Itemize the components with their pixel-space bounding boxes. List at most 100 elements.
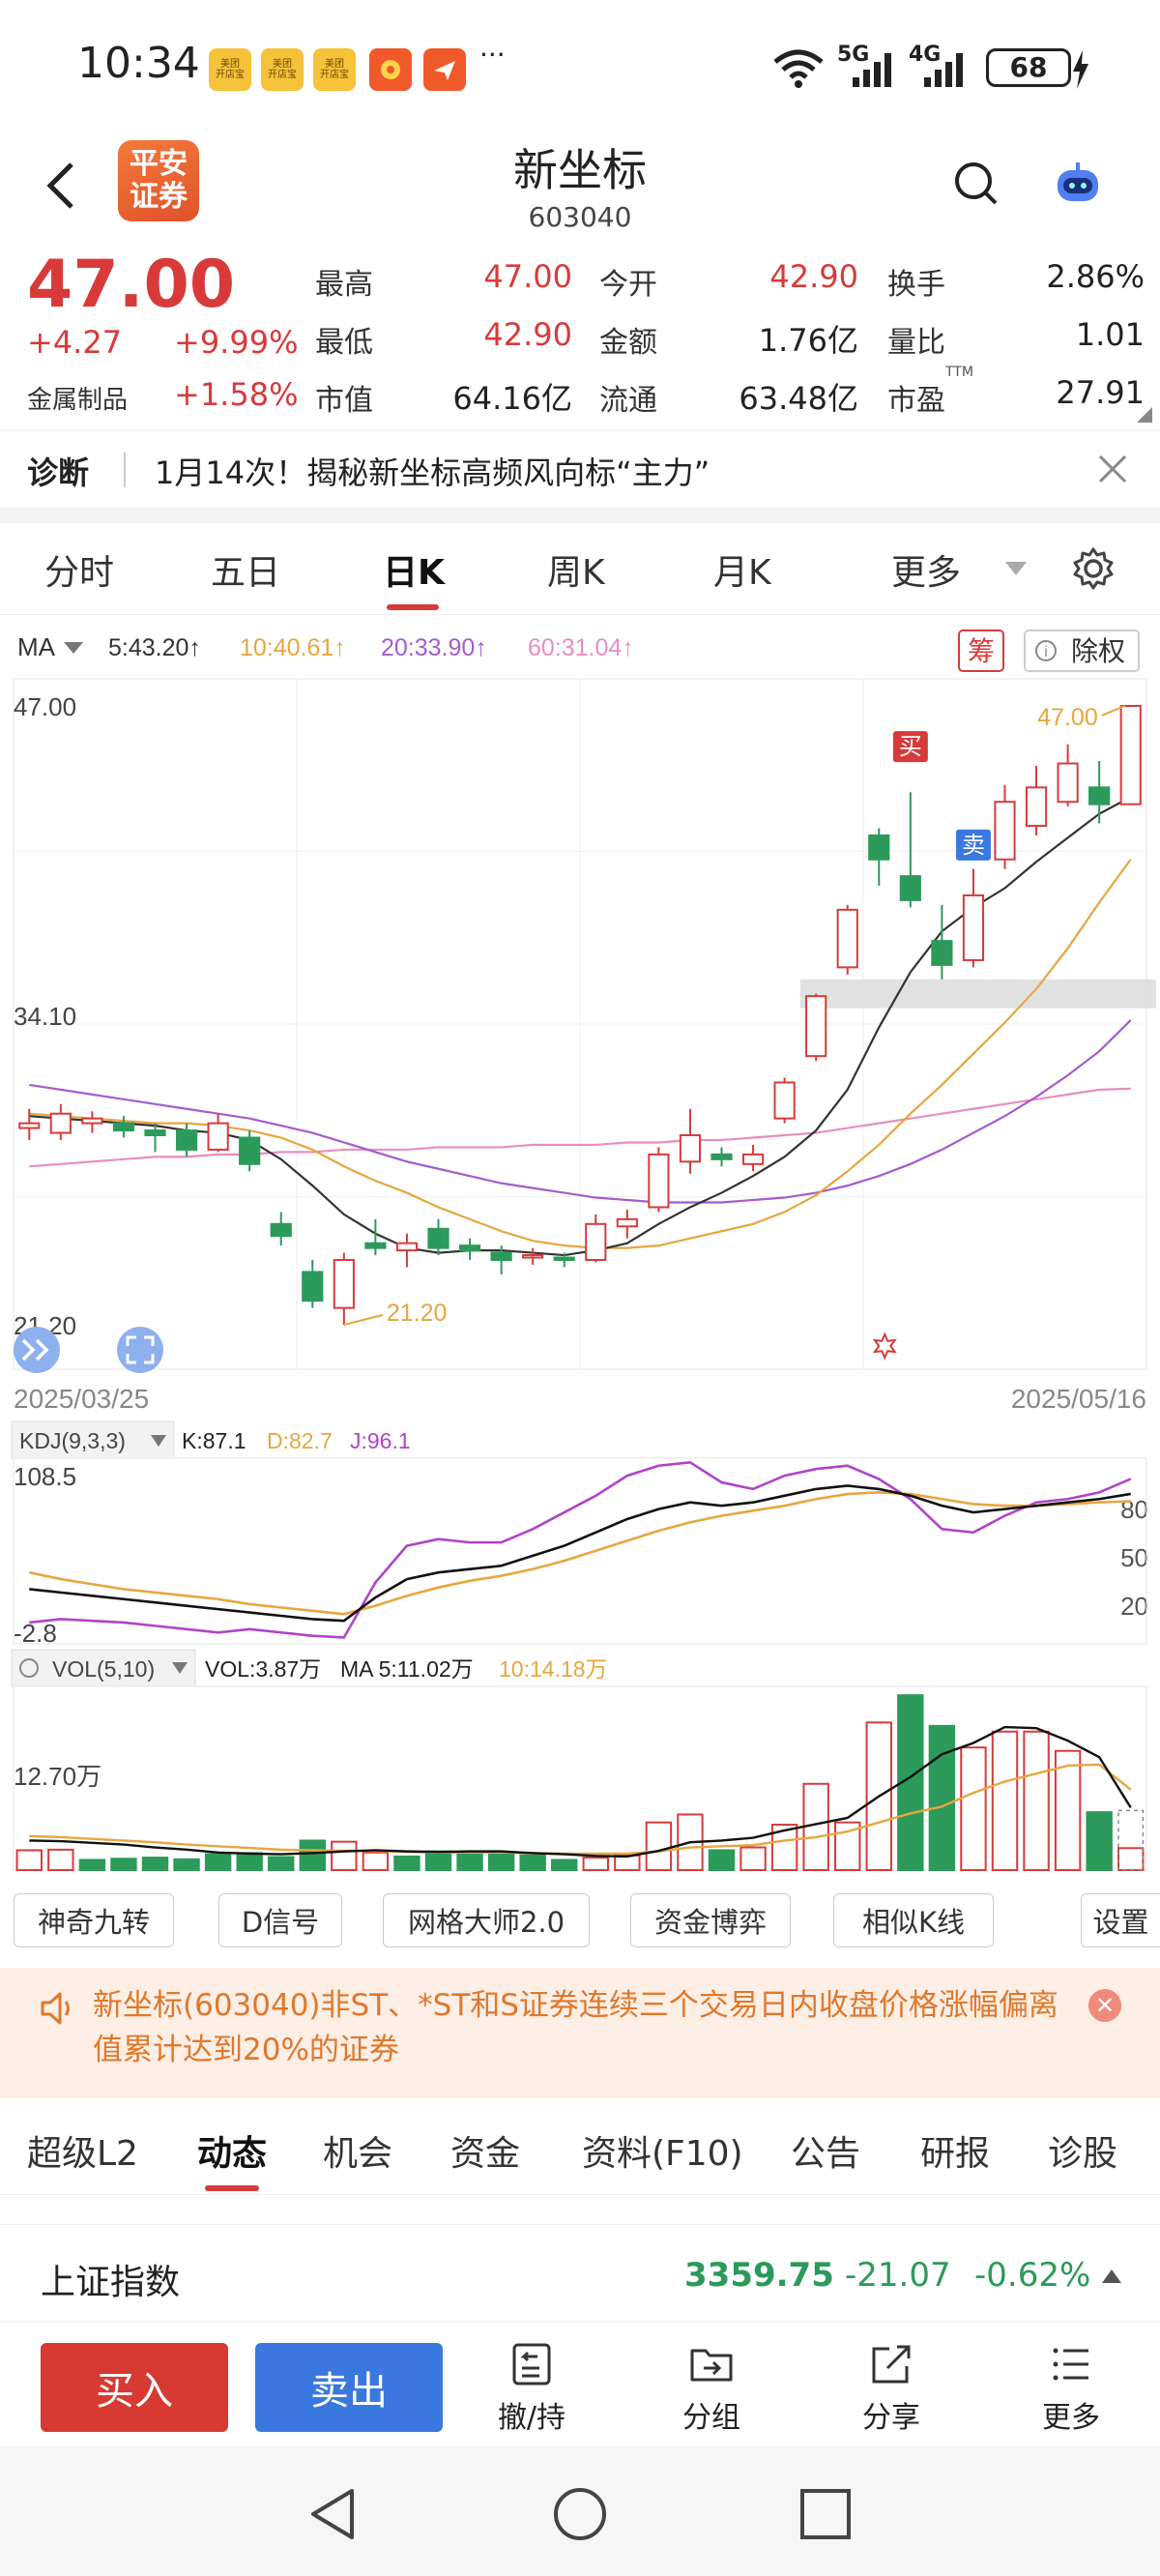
nav-recents-icon[interactable] [798,2487,853,2541]
volume-bar[interactable] [236,1852,263,1871]
tab-f10[interactable]: 资料(F10) [582,2134,743,2174]
candle[interactable] [868,834,890,861]
group-button[interactable]: 分组 [653,2341,769,2436]
volume-bar[interactable] [204,1853,232,1871]
tab-intraday[interactable]: 分时 [44,553,115,593]
nav-home-icon[interactable] [551,2485,609,2543]
tool-grid-master[interactable]: 网格大师2.0 [383,1893,590,1947]
candle[interactable] [553,1256,575,1262]
tab-news[interactable]: 动态 [197,2134,268,2174]
volume-bar[interactable] [393,1855,420,1871]
tab-daily-k[interactable]: 日K [383,553,445,593]
kdj-selector[interactable] [11,1420,175,1459]
tool-capital-game[interactable]: 资金博弈 [630,1893,791,1947]
candle[interactable] [585,1222,607,1262]
share-button[interactable]: 分享 [833,2341,949,2436]
candle[interactable] [270,1222,292,1238]
tab-announcement[interactable]: 公告 [791,2134,861,2174]
ma-legend-label[interactable]: MA [17,632,56,661]
volume-bar[interactable] [47,1848,74,1871]
volume-bar[interactable] [1117,1847,1145,1871]
expand-up-icon[interactable] [1102,2269,1121,2283]
volume-bar[interactable] [928,1724,956,1872]
candle[interactable] [710,1153,733,1160]
kdj-dropdown-icon[interactable] [151,1435,166,1447]
volume-bar[interactable] [551,1859,578,1871]
volume-bar[interactable] [519,1854,546,1871]
candle[interactable] [302,1271,324,1303]
volume-bar[interactable] [708,1849,736,1872]
candle[interactable] [679,1134,702,1163]
candle[interactable] [144,1129,166,1137]
tool-magic-nine[interactable]: 神奇九转 [14,1893,174,1947]
volume-bar[interactable] [960,1746,987,1872]
tab-monthly-k[interactable]: 月K [713,553,771,593]
tab-research[interactable]: 研报 [920,2134,991,2174]
candle[interactable] [458,1244,481,1252]
kdj-chart[interactable] [13,1457,1147,1645]
candle[interactable] [175,1129,198,1151]
volume-bar[interactable] [424,1850,452,1872]
candle[interactable] [962,893,985,961]
candle[interactable] [1119,705,1142,805]
index-ticker[interactable]: 上证指数 3359.75 -21.07 -0.62% [0,2224,1160,2321]
cancel-hold-button[interactable]: 撤/持 [474,2341,590,2436]
candle[interactable] [333,1259,355,1309]
volume-bar[interactable] [740,1846,767,1871]
volume-bar[interactable] [1054,1749,1082,1872]
candle[interactable] [836,908,858,969]
chart-area[interactable]: MA 5:43.20↑ 10:40.61↑ 20:33.90↑ 60:31.04… [0,615,1160,1872]
scroll-left-icon[interactable] [14,1327,60,1373]
close-icon[interactable] [1096,453,1129,485]
candle[interactable] [427,1227,450,1249]
kline-chart[interactable]: 47.00 21.20 买卖 [18,704,1156,1361]
ma-dropdown-icon[interactable] [64,642,83,654]
tool-similar-kline[interactable]: 相似K线 [833,1893,994,1947]
candle[interactable] [994,801,1016,861]
tab-more[interactable]: 更多 [891,553,962,593]
sell-button[interactable]: 卖出 [255,2343,443,2432]
candle[interactable] [616,1217,638,1228]
ex-rights-toggle[interactable] [1024,629,1140,672]
volume-bar[interactable] [582,1857,609,1871]
tab-opportunity[interactable]: 机会 [323,2134,393,2174]
tab-weekly-k[interactable]: 周K [547,553,605,593]
diagnose-bar[interactable]: 诊断 1月14次！揭秘新坐标高频风向标“主力” [0,430,1160,508]
candle[interactable] [741,1153,765,1165]
candle[interactable] [395,1242,419,1252]
candle[interactable] [773,1081,796,1120]
tool-d-signal[interactable]: D信号 [218,1893,342,1947]
volume-bar[interactable] [991,1730,1019,1872]
volume-bar[interactable] [268,1856,295,1872]
buy-button[interactable]: 买入 [41,2343,228,2432]
volume-bar[interactable] [645,1821,673,1871]
volume-bar[interactable] [362,1851,390,1872]
sell-signal-marker[interactable] [955,829,991,861]
volume-bar[interactable] [110,1858,137,1871]
volume-bar[interactable] [331,1840,358,1871]
tab-capital[interactable]: 资金 [450,2134,521,2174]
candle[interactable] [364,1242,387,1249]
chips-badge[interactable] [958,629,1004,672]
candle[interactable] [899,875,921,901]
tool-settings[interactable]: 设置 [1081,1893,1160,1947]
candle[interactable] [18,1122,41,1129]
close-icon[interactable]: ✕ [1088,1989,1121,2022]
candle[interactable] [207,1122,229,1151]
volume-bar[interactable] [78,1859,106,1871]
expand-corner-icon[interactable] [1137,407,1152,423]
back-arrow-icon[interactable] [39,157,87,215]
sector-name[interactable]: 金属制品 [27,386,129,415]
fullscreen-icon[interactable] [117,1327,163,1373]
candle[interactable] [522,1254,544,1259]
vol-dropdown-icon[interactable] [172,1662,188,1674]
candle[interactable] [239,1136,261,1165]
tab-super-l2[interactable]: 超级L2 [27,2134,138,2174]
candle[interactable] [81,1117,103,1125]
dropdown-triangle-icon[interactable] [1005,562,1027,575]
ai-assistant-icon[interactable] [1054,162,1102,205]
candle[interactable] [931,940,953,966]
tab-diagnose-stock[interactable]: 诊股 [1048,2134,1118,2174]
candle[interactable] [112,1122,135,1132]
tab-five-day[interactable]: 五日 [211,553,281,593]
